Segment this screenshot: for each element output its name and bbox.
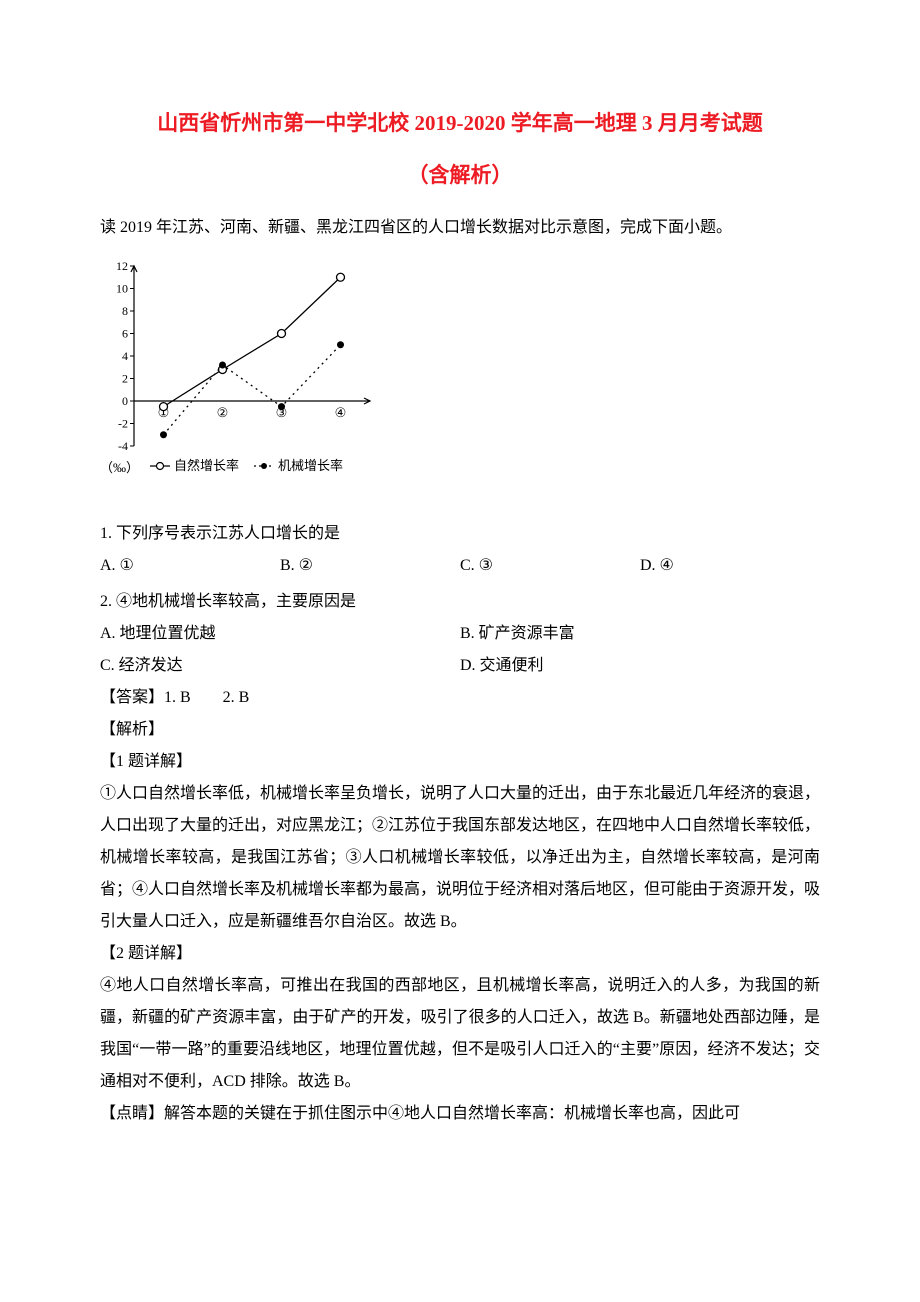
q2-options-row1: A. 地理位置优越 B. 矿产资源丰富	[100, 618, 820, 650]
doc-title: 山西省忻州市第一中学北校 2019-2020 学年高一地理 3 月月考试题	[100, 100, 820, 146]
q2-option-b: B. 矿产资源丰富	[460, 618, 820, 650]
doc-subtitle: （含解析）	[100, 154, 820, 196]
q2-options-row2: C. 经济发达 D. 交通便利	[100, 650, 820, 682]
dianqing-text: 【点睛】解答本题的关键在于抓住图示中④地人口自然增长率高：机械增长率也高，因此可	[100, 1098, 820, 1130]
intro-text: 读 2019 年江苏、河南、新疆、黑龙江四省区的人口增长数据对比示意图，完成下面…	[100, 212, 820, 244]
chart-svg: -4-2024681012①②③④（‰）自然增长率机械增长率	[100, 256, 400, 486]
svg-text:10: 10	[116, 282, 128, 296]
svg-text:②: ②	[217, 405, 229, 420]
svg-text:4: 4	[122, 349, 128, 363]
svg-text:④: ④	[335, 405, 347, 420]
svg-text:2: 2	[122, 372, 128, 386]
q1-options: A. ① B. ② C. ③ D. ④	[100, 550, 820, 582]
population-chart: -4-2024681012①②③④（‰）自然增长率机械增长率	[100, 256, 820, 498]
q1-option-b: B. ②	[280, 550, 460, 582]
svg-text:8: 8	[122, 304, 128, 318]
svg-text:（‰）: （‰）	[100, 460, 139, 475]
q1-option-a: A. ①	[100, 550, 280, 582]
svg-text:自然增长率: 自然增长率	[174, 458, 239, 473]
svg-text:6: 6	[122, 327, 128, 341]
q2-detail-label: 【2 题详解】	[100, 938, 820, 970]
svg-text:机械增长率: 机械增长率	[278, 458, 343, 473]
q1-option-d: D. ④	[640, 550, 820, 582]
q1-stem: 1. 下列序号表示江苏人口增长的是	[100, 518, 820, 550]
q1-option-c: C. ③	[460, 550, 640, 582]
svg-text:12: 12	[116, 259, 128, 273]
q1-detail-label: 【1 题详解】	[100, 746, 820, 778]
svg-text:-2: -2	[118, 417, 128, 431]
q2-option-d: D. 交通便利	[460, 650, 820, 682]
q2-detail-text: ④地人口自然增长率高，可推出在我国的西部地区，且机械增长率高，说明迁入的人多，为…	[100, 970, 820, 1098]
svg-text:0: 0	[122, 394, 128, 408]
q2-option-c: C. 经济发达	[100, 650, 460, 682]
svg-text:-4: -4	[118, 439, 128, 453]
q1-detail-text: ①人口自然增长率低，机械增长率呈负增长，说明了人口大量的迁出，由于东北最近几年经…	[100, 778, 820, 938]
answer-line: 【答案】1. B 2. B	[100, 682, 820, 714]
q2-option-a: A. 地理位置优越	[100, 618, 460, 650]
q2-stem: 2. ④地机械增长率较高，主要原因是	[100, 586, 820, 618]
jiexi-label: 【解析】	[100, 714, 820, 746]
